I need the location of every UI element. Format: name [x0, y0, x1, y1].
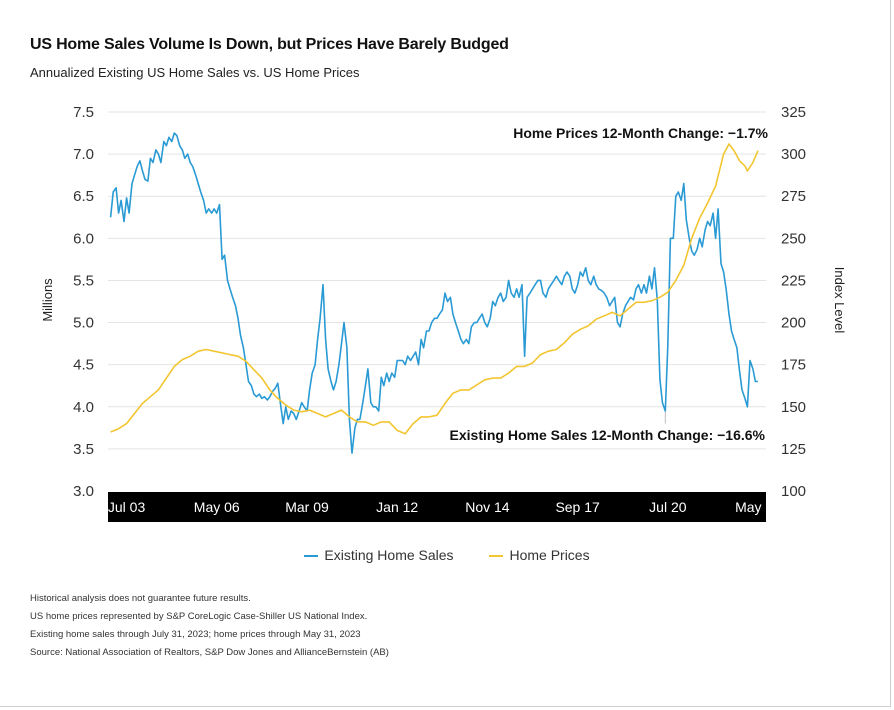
right-tick-label: 200 — [781, 315, 806, 332]
right-tick-label: 275 — [781, 188, 806, 205]
x-tick-label: May 23 — [735, 499, 781, 515]
right-tick-label: 225 — [781, 272, 806, 289]
x-tick-label: May 06 — [194, 499, 240, 515]
left-tick-label: 6.5 — [73, 188, 94, 205]
chart-subtitle: Annualized Existing US Home Sales vs. US… — [30, 65, 360, 80]
right-tick-label: 175 — [781, 357, 806, 374]
x-tick-label: Sep 17 — [555, 499, 600, 515]
x-axis-ticks: Jul 03 May 06 Mar 09 Jan 12 Nov 14 Sep 17 Jul … — [108, 499, 781, 515]
right-axis-label: Index Level — [832, 267, 847, 334]
footnotes: Historical analysis does not guarantee f… — [30, 590, 389, 662]
right-y-axis: 325 300 275 250 225 200 175 150 125 100 — [781, 104, 806, 500]
right-tick-label: 125 — [781, 441, 806, 458]
left-axis-label: Millions — [40, 278, 55, 322]
left-tick-label: 5.0 — [73, 315, 94, 332]
legend: Existing Home Sales Home Prices — [0, 547, 894, 563]
x-axis-bar — [108, 492, 766, 522]
x-tick-label: Nov 14 — [465, 499, 510, 515]
left-tick-label: 6.0 — [73, 230, 94, 247]
footnote: Existing home sales through July 31, 202… — [30, 629, 361, 640]
x-tick-label: Jul 03 — [108, 499, 146, 515]
footnote: Historical analysis does not guarantee f… — [30, 593, 251, 604]
series-lines — [109, 132, 759, 454]
legend-item-sales[interactable]: Existing Home Sales — [304, 547, 454, 563]
left-tick-label: 3.5 — [73, 441, 94, 458]
footnote: US home prices represented by S&P CoreLo… — [30, 611, 368, 622]
left-tick-label: 7.0 — [73, 146, 94, 163]
left-tick-label: 4.5 — [73, 357, 94, 374]
right-tick-label: 300 — [781, 146, 806, 163]
existing-home-sales-line — [109, 132, 758, 454]
right-tick-label: 325 — [781, 104, 806, 121]
left-y-axis: 7.5 7.0 6.5 6.0 5.5 5.0 4.5 4.0 3.5 3.0 — [73, 104, 94, 500]
home-prices-annotation: Home Prices 12-Month Change: −1.7% — [513, 125, 768, 141]
x-tick-label: Jul 20 — [649, 499, 687, 515]
legend-label-sales: Existing Home Sales — [324, 547, 454, 563]
legend-label-prices: Home Prices — [509, 547, 590, 563]
home-prices-line — [110, 143, 759, 435]
right-tick-label: 250 — [781, 230, 806, 247]
left-tick-label: 7.5 — [73, 104, 94, 121]
chart-title: US Home Sales Volume Is Down, but Prices… — [30, 36, 509, 53]
legend-item-prices[interactable]: Home Prices — [489, 547, 590, 563]
x-tick-label: Mar 09 — [285, 499, 329, 515]
left-tick-label: 4.0 — [73, 399, 94, 416]
right-tick-label: 150 — [781, 399, 806, 416]
right-tick-label: 100 — [781, 483, 806, 500]
left-tick-label: 3.0 — [73, 483, 94, 500]
x-tick-label: Jan 12 — [376, 499, 418, 515]
left-tick-label: 5.5 — [73, 272, 94, 289]
legend-swatch-sales — [304, 555, 319, 558]
legend-swatch-prices — [489, 555, 504, 558]
home-sales-annotation: Existing Home Sales 12-Month Change: −16… — [450, 427, 766, 443]
gridlines — [108, 111, 766, 450]
footnote: Source: National Association of Realtors… — [30, 647, 389, 658]
